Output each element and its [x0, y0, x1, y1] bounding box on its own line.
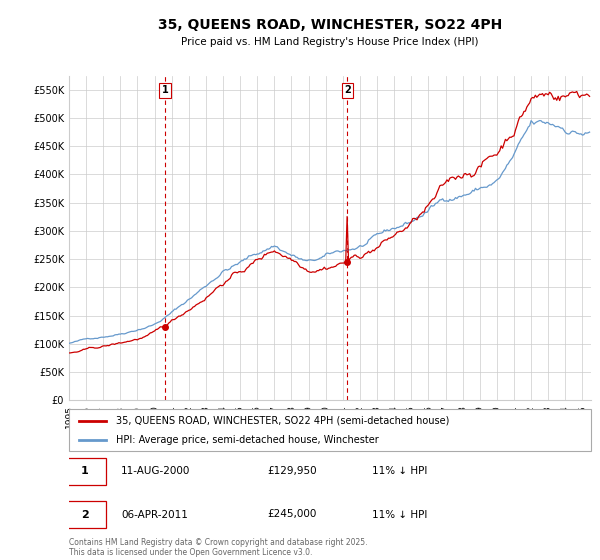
Text: Contains HM Land Registry data © Crown copyright and database right 2025.
This d: Contains HM Land Registry data © Crown c… — [69, 538, 367, 557]
Text: 2: 2 — [81, 510, 89, 520]
Text: £245,000: £245,000 — [268, 510, 317, 520]
Text: 06-APR-2011: 06-APR-2011 — [121, 510, 188, 520]
Text: £129,950: £129,950 — [268, 466, 317, 477]
Text: Price paid vs. HM Land Registry's House Price Index (HPI): Price paid vs. HM Land Registry's House … — [181, 37, 479, 47]
Text: 2: 2 — [344, 85, 351, 95]
Text: 11% ↓ HPI: 11% ↓ HPI — [372, 466, 427, 477]
Text: 35, QUEENS ROAD, WINCHESTER, SO22 4PH (semi-detached house): 35, QUEENS ROAD, WINCHESTER, SO22 4PH (s… — [116, 416, 449, 426]
Text: 1: 1 — [81, 466, 89, 477]
Text: 11-AUG-2000: 11-AUG-2000 — [121, 466, 191, 477]
FancyBboxPatch shape — [64, 501, 106, 528]
FancyBboxPatch shape — [69, 409, 591, 451]
Text: 1: 1 — [161, 85, 168, 95]
Text: HPI: Average price, semi-detached house, Winchester: HPI: Average price, semi-detached house,… — [116, 435, 379, 445]
FancyBboxPatch shape — [64, 458, 106, 484]
Text: 11% ↓ HPI: 11% ↓ HPI — [372, 510, 427, 520]
Text: 35, QUEENS ROAD, WINCHESTER, SO22 4PH: 35, QUEENS ROAD, WINCHESTER, SO22 4PH — [158, 18, 502, 32]
